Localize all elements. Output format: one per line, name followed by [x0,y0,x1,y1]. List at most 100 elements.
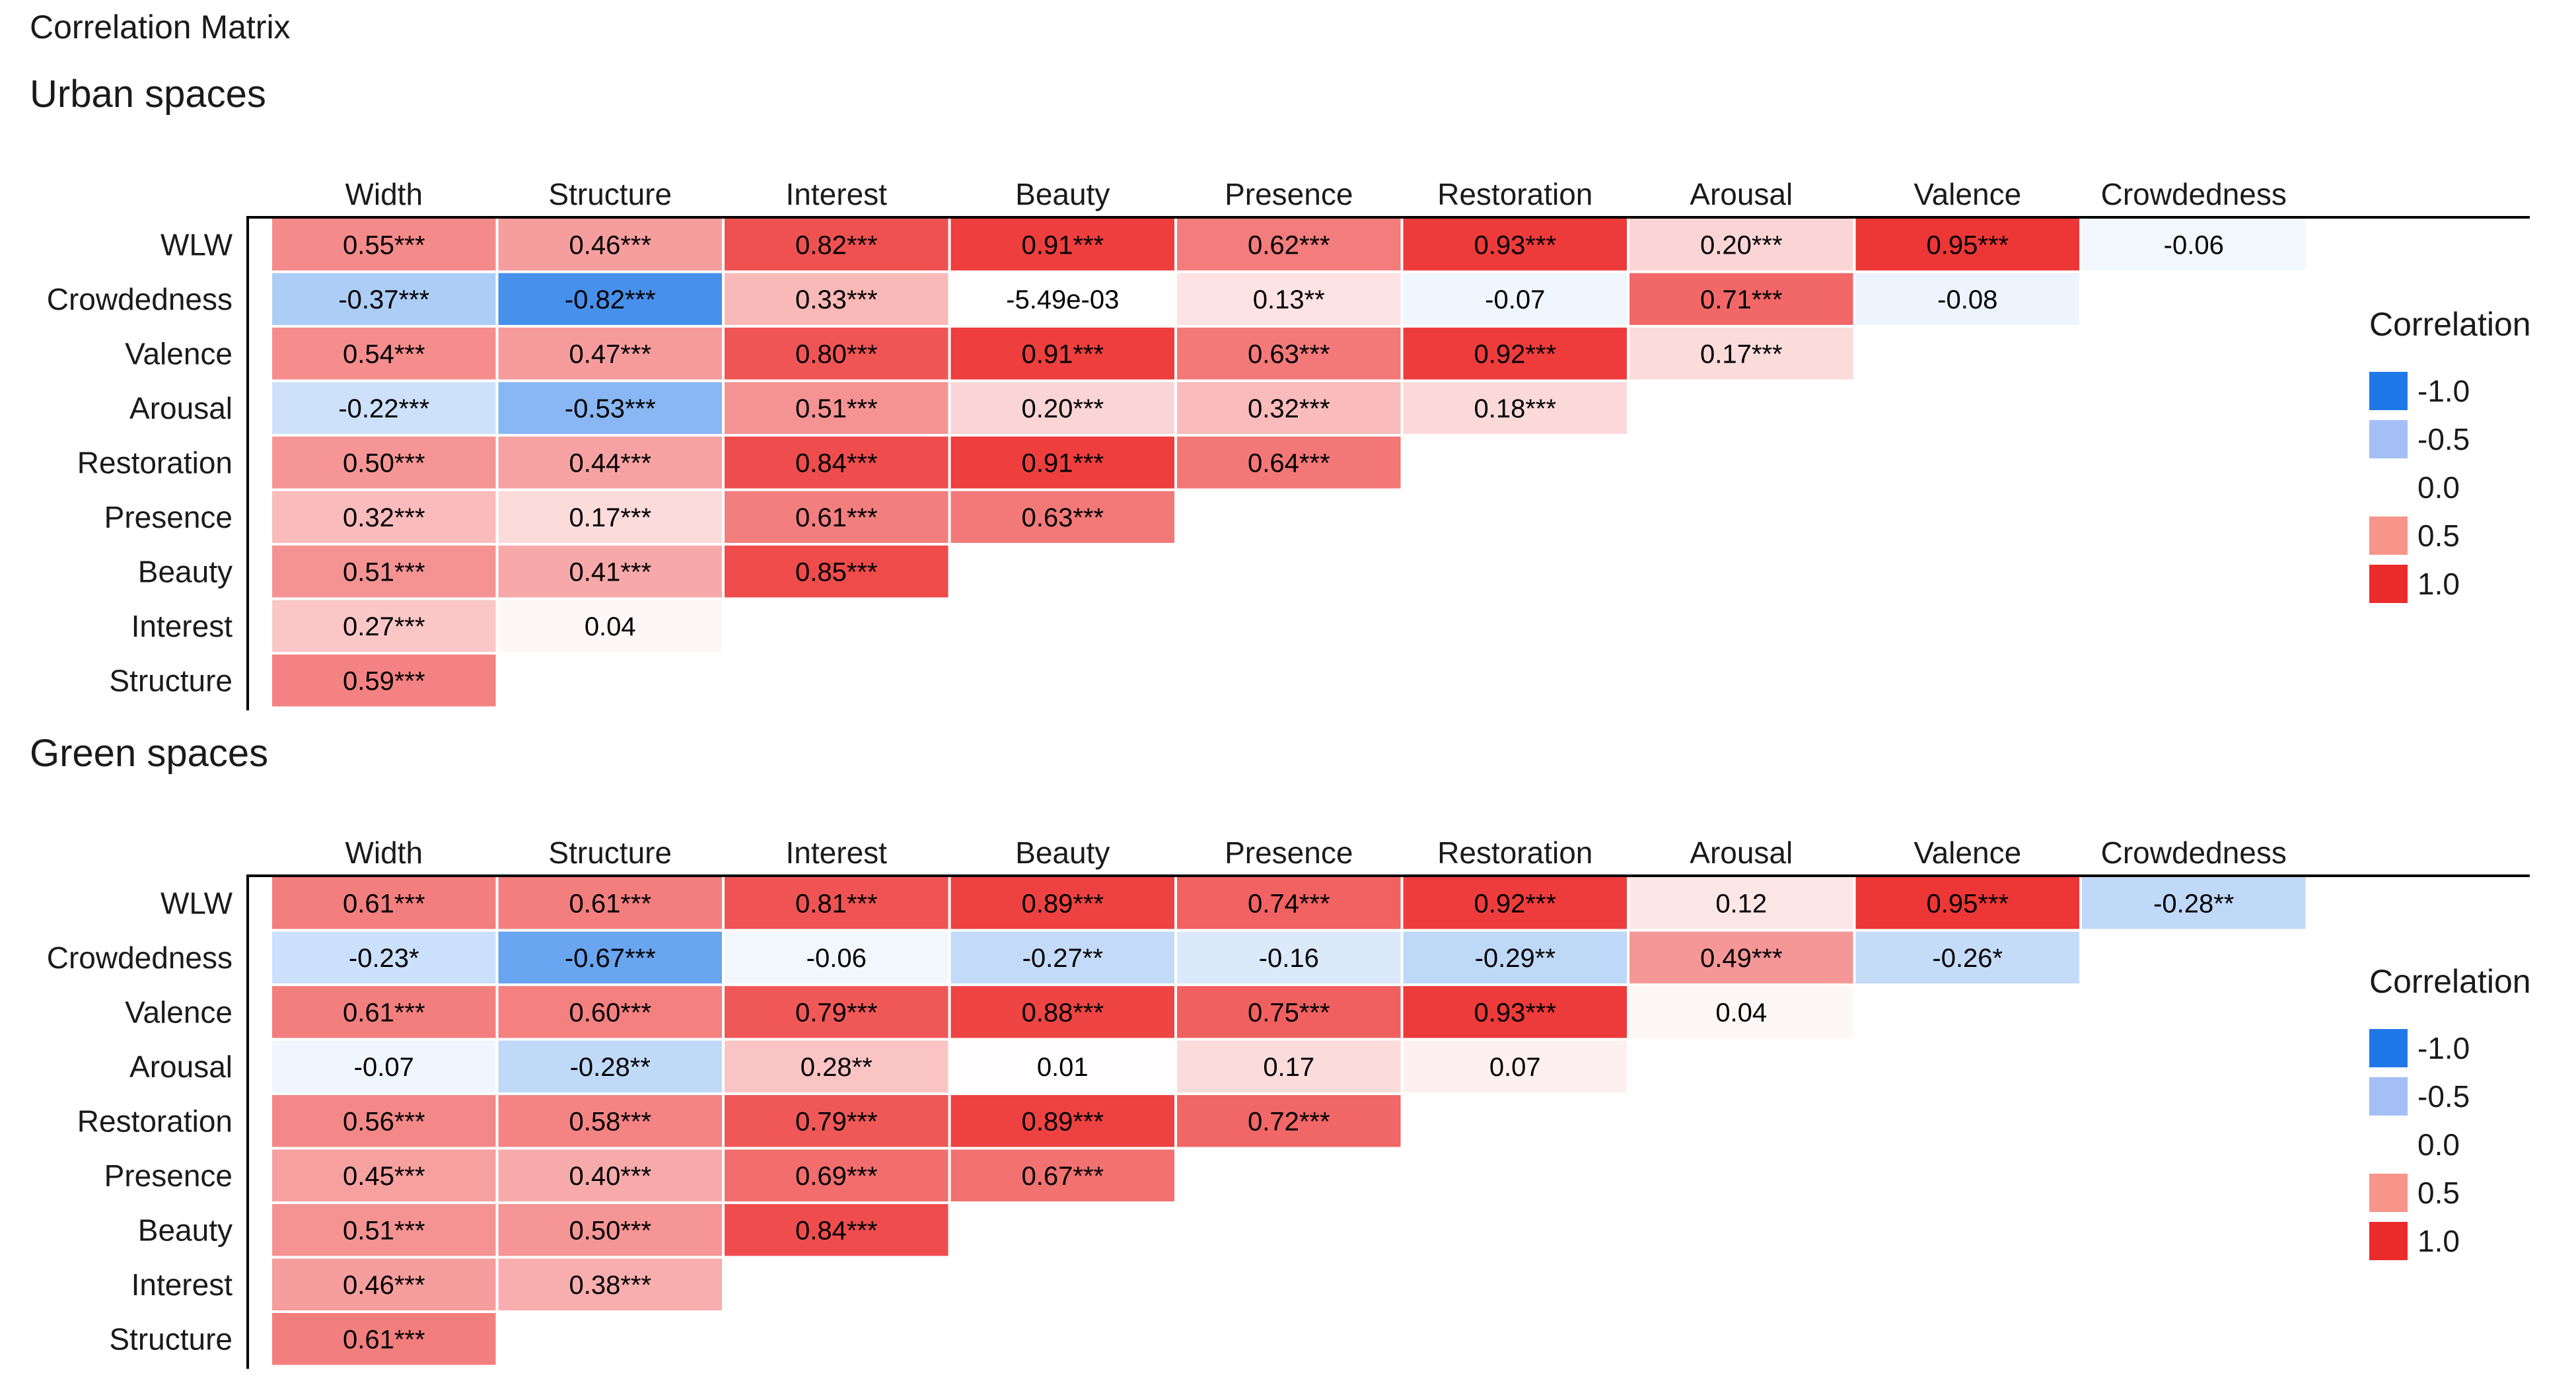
legend-label: -1.0 [2417,374,2470,408]
cell-label: -0.28** [2153,889,2234,918]
legend-label: 0.5 [2417,1176,2460,1210]
cell-label: 0.84*** [795,448,878,478]
cell-label: -0.06 [806,944,867,973]
cell-label: 0.93*** [1474,231,1556,260]
row-label: Crowdedness [47,282,233,316]
row-label: Presence [104,500,233,534]
cell-label: 0.04 [585,612,636,641]
cell-label: 0.28** [801,1053,873,1082]
cell-label: 0.32*** [1248,394,1330,423]
cell-label: 0.41*** [569,557,651,587]
cell-label: 0.82*** [795,231,878,260]
heatmap-cell [495,1256,725,1313]
cell-label: 0.18*** [1474,394,1556,423]
cell-label: 0.32*** [343,503,425,532]
heatmap-cell [269,983,499,1041]
legend-label: 0.0 [2417,470,2460,505]
cell-label: 0.79*** [795,998,878,1027]
heatmap-cell [722,1092,951,1150]
legend-swatch [2369,1222,2408,1260]
cell-label: 0.92*** [1474,339,1556,369]
column-label: Interest [786,177,888,211]
heatmap-cell [1174,379,1404,437]
heatmap-panel: Green spaces Width Structure Interest Beauty… [30,732,2530,1369]
column-label: Valence [1914,177,2021,211]
heatmap-cell [948,488,1177,546]
cell-label: -0.82*** [565,285,656,314]
heatmap-cell [495,929,725,986]
cell-label: -0.29** [1475,944,1556,973]
heatmap-cell [1174,270,1404,328]
heatmap-cell [1400,379,1629,437]
heatmap-cell [1174,434,1404,491]
cell-label: 0.85*** [795,557,878,587]
cell-label: 0.13** [1253,285,1325,314]
cell-label: 0.59*** [343,666,425,695]
cell-label: 0.20*** [1021,394,1104,423]
cell-label: -0.07 [1485,285,1545,314]
heatmap-cell [1400,1038,1629,1095]
column-label: Beauty [1015,836,1110,870]
legend-label: 1.0 [2417,567,2460,601]
row-label: Presence [104,1158,233,1193]
cell-label: 0.54*** [343,339,425,369]
heatmap-cell [495,325,725,382]
cell-label: 0.79*** [795,1107,878,1136]
row-label: Beauty [138,1213,233,1247]
legend-label: 0.5 [2417,518,2460,553]
heatmap-cell [1174,874,1404,932]
heatmap-cell [1853,929,2082,986]
heatmap-cell [722,543,951,600]
cell-label: -0.37*** [338,285,429,314]
cell-label: 0.61*** [343,1325,425,1354]
row-label: WLW [161,886,233,920]
cell-label: 0.67*** [1021,1162,1104,1191]
heatmap-cell [495,1147,725,1204]
heatmap-cell [269,488,499,546]
heatmap-cell [722,325,951,382]
cell-label: -0.16 [1259,944,1319,973]
row-label: Interest [131,1267,233,1302]
heatmap-cell [1400,216,1629,273]
column-label: Beauty [1015,177,1110,211]
heatmap-cell [1174,325,1404,382]
heatmap-cell [1174,929,1404,986]
heatmap-cell [495,1201,725,1259]
cell-label: 0.04 [1715,998,1767,1027]
row-label: Valence [125,336,233,371]
legend-swatch [2369,516,2408,555]
cell-label: 0.61*** [343,889,425,918]
legend-swatch [2369,372,2408,410]
cell-label: 0.58*** [569,1107,651,1136]
column-label: Arousal [1690,836,1793,870]
legend-label: -0.5 [2417,1079,2470,1114]
heatmap-cell [269,216,499,273]
cell-label: 0.07 [1489,1053,1541,1082]
cell-label: 0.47*** [569,339,651,369]
cell-label: 0.63*** [1248,339,1330,369]
column-label: Width [345,836,423,870]
cell-label: 0.40*** [569,1162,651,1191]
legend-swatch [2369,420,2408,458]
heatmap-cell [1400,325,1629,382]
heatmap-cell [269,1256,499,1313]
heatmap-cell [495,983,725,1041]
heatmap-cell [495,488,725,546]
row-label: Arousal [129,391,233,425]
heatmap-cell [1400,929,1629,986]
cell-label: 0.88*** [1021,998,1104,1027]
heatmap-cell [948,1147,1177,1204]
heatmap-cell [1627,270,1856,328]
heatmap-cell [722,379,951,437]
heatmap-cell [948,325,1177,382]
cell-label: 0.50*** [343,448,425,478]
cell-label: 0.63*** [1021,503,1104,532]
cell-label: 0.50*** [569,1216,651,1245]
heatmap-cell [269,434,499,491]
heatmap-cell [495,597,725,655]
legend: Correlation -1.0 -0.5 0.0 0.5 1.0 [2369,306,2531,603]
cell-label: 0.55*** [343,231,425,260]
heatmap-cell [722,983,951,1041]
panel-title: Urban spaces [30,73,266,116]
